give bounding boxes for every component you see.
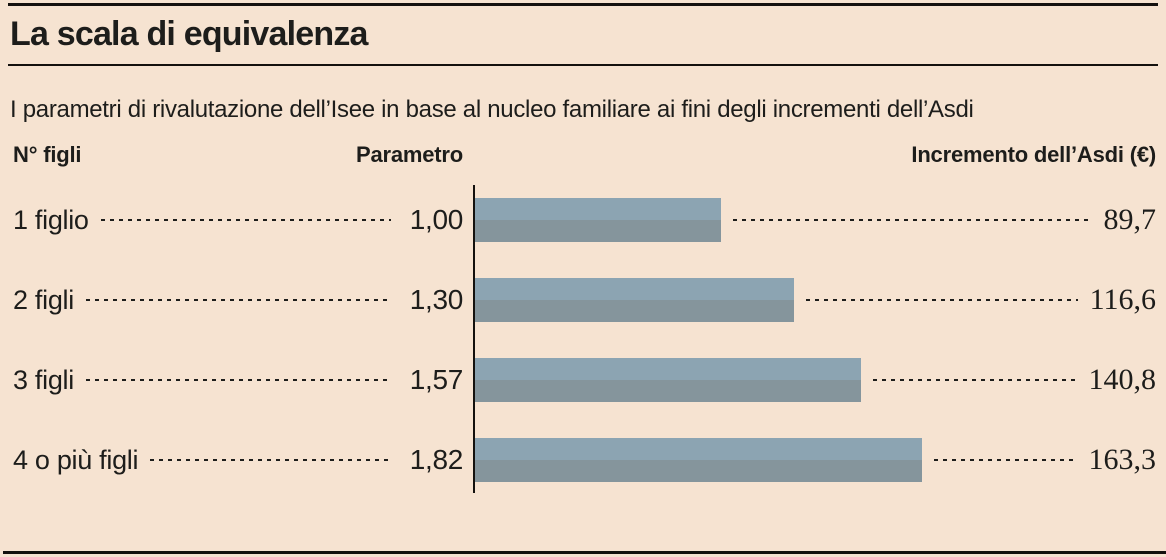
- left-header-group: N° figli Parametro: [13, 142, 463, 168]
- chart-row: 4 o più figli 1,82 163,3: [13, 420, 1156, 500]
- leader-line-left: [100, 219, 391, 221]
- bar: [475, 358, 861, 402]
- top-rule: [8, 3, 1158, 6]
- chart-row: 1 figlio 1,00 89,7: [13, 180, 1156, 260]
- parametro-value: 1,57: [409, 364, 464, 395]
- chart-row: 3 figli 1,57 140,8: [13, 340, 1156, 420]
- incremento-value: 116,6: [1089, 283, 1156, 316]
- leader-line-left: [85, 299, 391, 301]
- title-underline: [8, 64, 1158, 66]
- bar: [475, 438, 922, 482]
- leader-line-right: [873, 379, 1077, 381]
- page-title: La scala di equivalenza: [10, 15, 368, 53]
- column-header-figli: N° figli: [13, 142, 82, 167]
- bar: [475, 198, 721, 242]
- column-header-parametro: Parametro: [355, 142, 463, 167]
- leader-line-right: [934, 459, 1077, 461]
- bottom-rule: [3, 551, 1166, 554]
- incremento-value: 89,7: [1103, 203, 1157, 236]
- leader-line-right: [806, 299, 1078, 301]
- row-bar-group: 140,8: [475, 358, 1156, 402]
- row-left-group: 2 figli 1,30: [13, 284, 463, 316]
- incremento-value: 163,3: [1088, 443, 1157, 476]
- category-label: 2 figli: [13, 284, 74, 315]
- row-bar-group: 163,3: [475, 438, 1156, 482]
- parametro-value: 1,00: [409, 204, 464, 235]
- bar-axis-line: [473, 185, 475, 493]
- category-label: 3 figli: [13, 364, 74, 395]
- parametro-value: 1,30: [409, 284, 464, 315]
- row-left-group: 4 o più figli 1,82: [13, 444, 463, 476]
- leader-line-right: [733, 219, 1092, 221]
- category-label: 4 o più figli: [13, 444, 139, 475]
- row-left-group: 3 figli 1,57: [13, 364, 463, 396]
- leader-line-left: [150, 459, 391, 461]
- column-header-incremento: Incremento dell’Asdi (€): [911, 142, 1156, 167]
- category-label: 1 figlio: [13, 204, 89, 235]
- row-bar-group: 89,7: [475, 198, 1156, 242]
- chart-rows: 1 figlio 1,00 89,7 2 figli 1,30 116,6 3 …: [13, 180, 1156, 500]
- chart-subtitle: I parametri di rivalutazione dell’Isee i…: [10, 96, 974, 123]
- column-headers: N° figli Parametro Incremento dell’Asdi …: [13, 142, 1156, 168]
- leader-line-left: [85, 379, 391, 381]
- row-bar-group: 116,6: [475, 278, 1156, 322]
- row-left-group: 1 figlio 1,00: [13, 204, 463, 236]
- parametro-value: 1,82: [409, 444, 464, 475]
- chart-row: 2 figli 1,30 116,6: [13, 260, 1156, 340]
- incremento-value: 140,8: [1088, 363, 1157, 396]
- bar: [475, 278, 794, 322]
